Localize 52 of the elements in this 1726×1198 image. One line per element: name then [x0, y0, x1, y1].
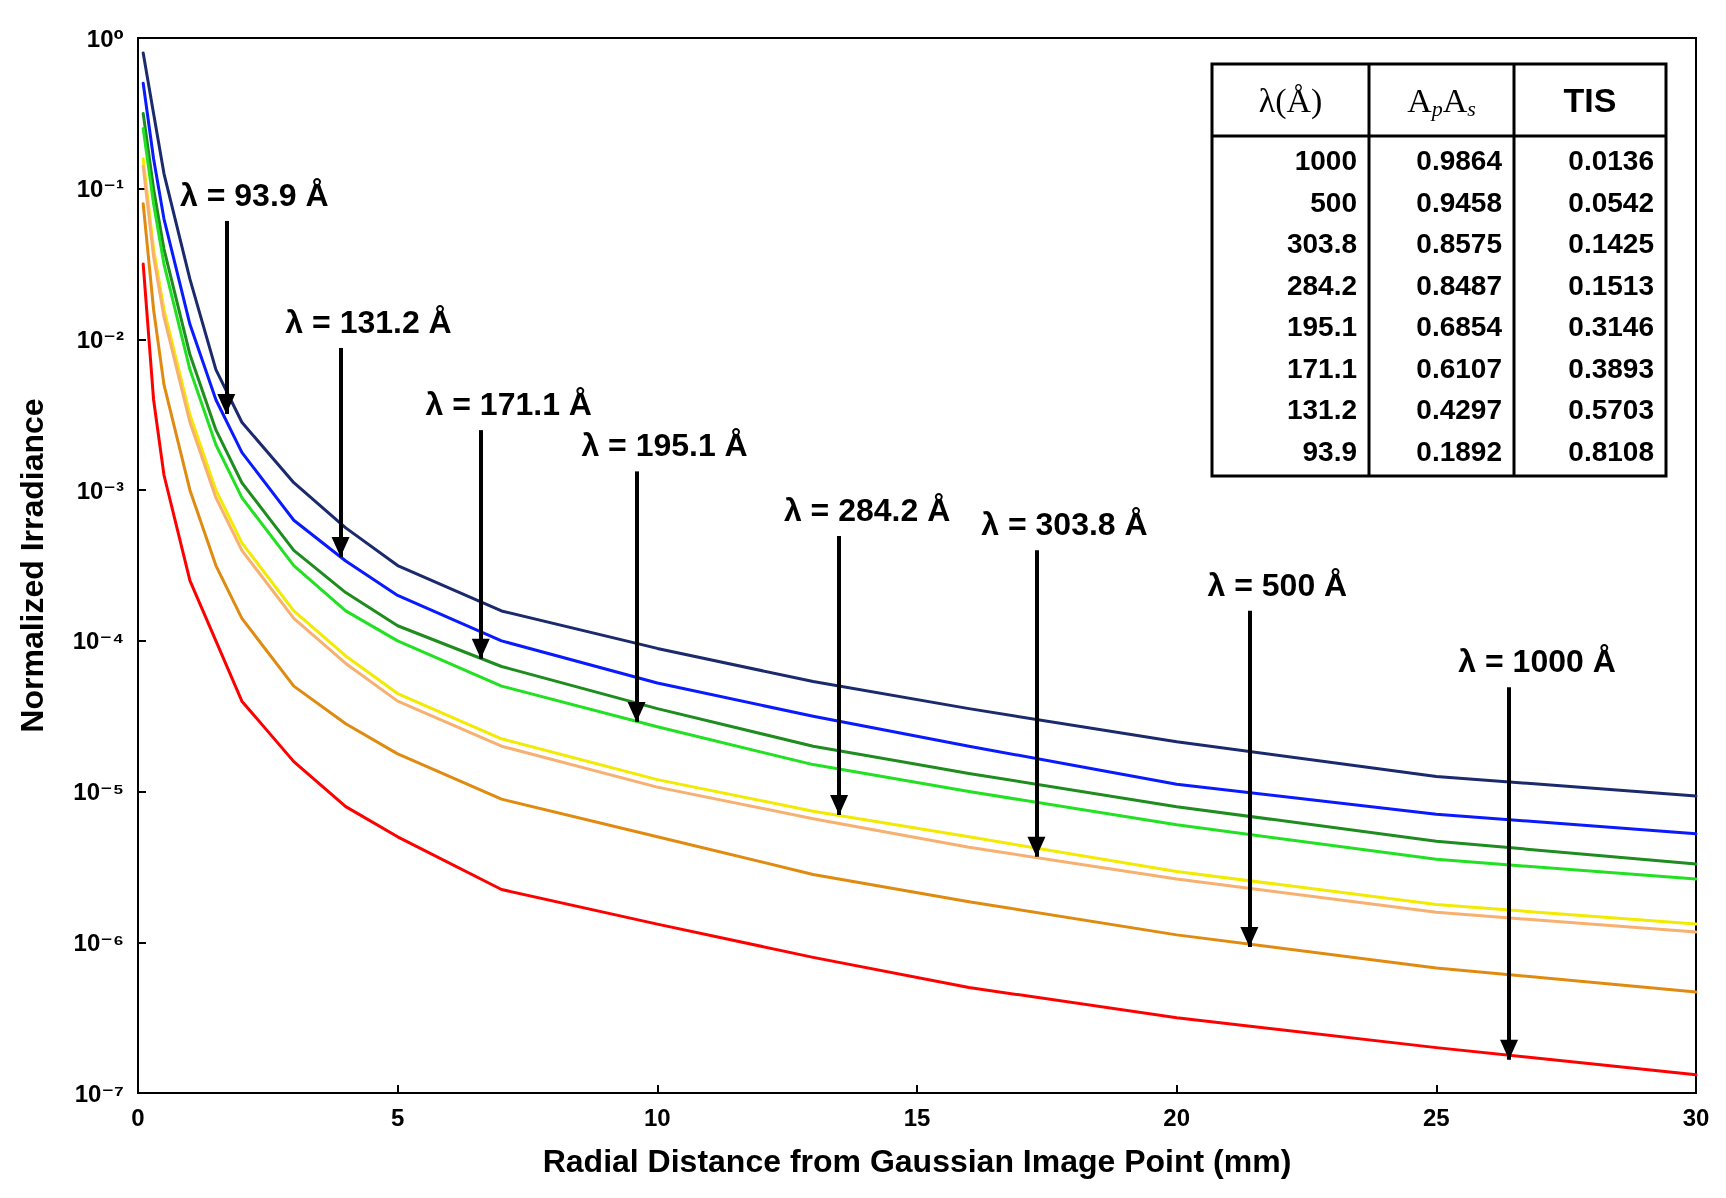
annotation: λ = 171.1 Å — [425, 386, 592, 423]
x-tick-label: 0 — [131, 1103, 145, 1131]
y-tick-label: 10⁰ — [86, 24, 124, 52]
annotation: 0.4297 — [1416, 394, 1502, 426]
annotation: 171.1 — [1286, 352, 1357, 384]
annotation: 0.8487 — [1416, 269, 1502, 301]
annotation: 0.3146 — [1568, 311, 1654, 343]
annotation: 0.9864 — [1416, 145, 1503, 177]
annotation: 93.9 — [1302, 435, 1357, 467]
annotation: 284.2 — [1286, 269, 1357, 301]
annotation: λ = 500 Å — [1207, 566, 1348, 603]
annotation: 0.1892 — [1416, 435, 1502, 467]
annotation: 0.6854 — [1416, 311, 1503, 343]
annotation: λ = 1000 Å — [1458, 643, 1616, 680]
annotation: 0.3893 — [1568, 352, 1654, 384]
y-axis-title: Normalized Irradiance — [14, 398, 50, 733]
y-tick-label: 10⁻⁵ — [73, 778, 124, 806]
y-tick-label: 10⁻³ — [76, 476, 124, 504]
annotation: 0.5703 — [1568, 394, 1654, 426]
annotation: 0.1513 — [1568, 269, 1654, 301]
y-tick-label: 10⁻¹ — [76, 175, 124, 203]
annotation: λ = 284.2 Å — [783, 492, 951, 529]
annotation: λ = 131.2 Å — [285, 303, 452, 340]
annotation: 0.6107 — [1416, 352, 1502, 384]
x-tick-label: 20 — [1163, 1103, 1191, 1131]
annotation: 0.1425 — [1568, 228, 1654, 260]
x-tick-label: 30 — [1682, 1103, 1710, 1131]
annotation: 0.9458 — [1416, 186, 1502, 218]
x-tick-label: 25 — [1422, 1103, 1450, 1131]
annotation: 131.2 — [1286, 394, 1357, 426]
annotation: 0.8575 — [1416, 228, 1502, 260]
annotation: 303.8 — [1286, 228, 1357, 260]
annotation: TIS — [1563, 81, 1617, 119]
annotation: 0.0136 — [1568, 145, 1654, 177]
annotation: 0.0542 — [1568, 186, 1654, 218]
x-axis-title: Radial Distance from Gaussian Image Point (mm) — [542, 1143, 1292, 1179]
annotation: 0.8108 — [1568, 435, 1654, 467]
annotation: 1000 — [1294, 145, 1357, 177]
x-tick-label: 10 — [643, 1103, 671, 1131]
y-tick-label: 10⁻⁷ — [74, 1079, 124, 1107]
annotation: 195.1 — [1286, 311, 1357, 343]
annotation: λ = 195.1 Å — [581, 427, 748, 464]
annotation: 500 — [1310, 186, 1357, 218]
y-tick-label: 10⁻⁶ — [73, 928, 124, 956]
y-tick-label: 10⁻² — [76, 325, 124, 353]
annotation: λ = 93.9 Å — [180, 176, 329, 213]
x-tick-label: 5 — [390, 1103, 405, 1131]
y-tick-label: 10⁻⁴ — [72, 627, 124, 655]
line-series — [141, 262, 1698, 1077]
x-tick-label: 15 — [903, 1103, 931, 1131]
annotation: λ = 303.8 Å — [981, 506, 1148, 543]
annotation: λ(Å) — [1258, 81, 1323, 120]
